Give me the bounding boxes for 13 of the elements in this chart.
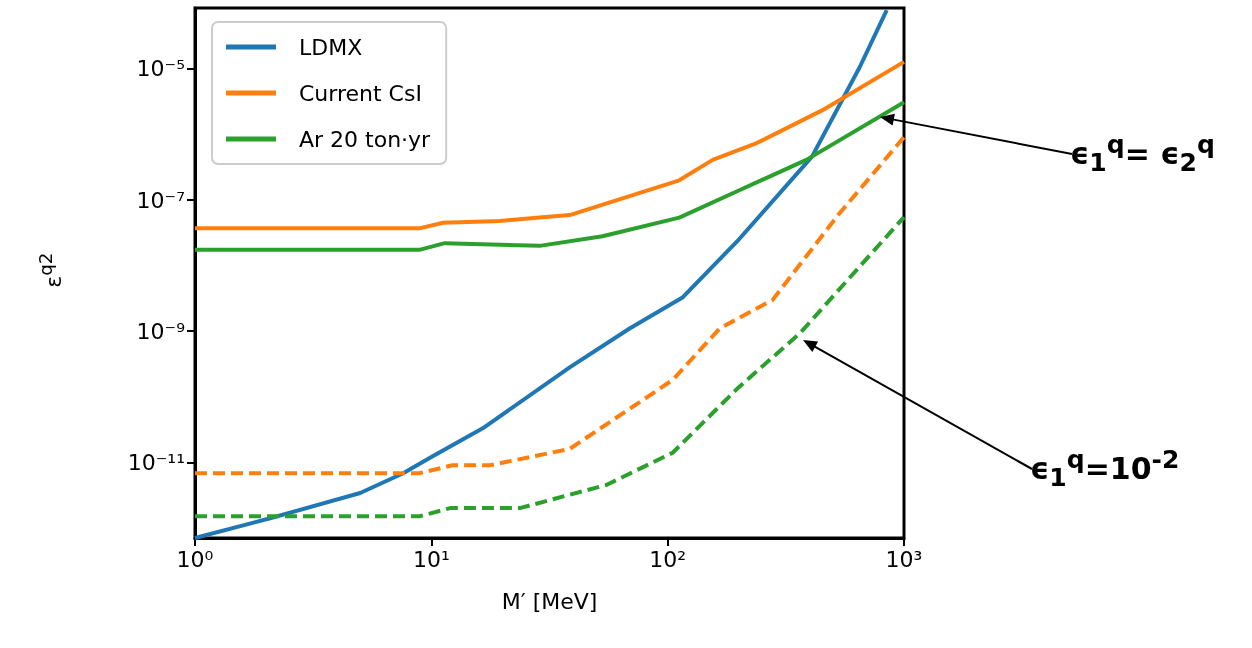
y-tick-label: 10⁻¹¹ <box>127 449 185 475</box>
x-tick-label: 10⁰ <box>176 546 214 572</box>
x-tick-label: 10² <box>649 546 687 572</box>
x-tick-label: 10¹ <box>412 546 450 572</box>
text: ϵ$_{1}$$^{q}$=10$^{-2}$ <box>1030 445 1180 493</box>
y-tick-label: 10⁻⁷ <box>136 187 185 213</box>
legend-label: Ar 20 ton·yr <box>299 126 432 152</box>
x-axis-title: M′ [MeV] <box>501 588 598 614</box>
x-tick-label: 10³ <box>885 546 923 572</box>
legend-label: LDMX <box>299 34 363 60</box>
y-tick-label: 10⁻⁹ <box>136 318 185 344</box>
y-tick-label: 10⁻⁵ <box>136 56 185 82</box>
legend-label: Current CsI <box>299 80 422 106</box>
